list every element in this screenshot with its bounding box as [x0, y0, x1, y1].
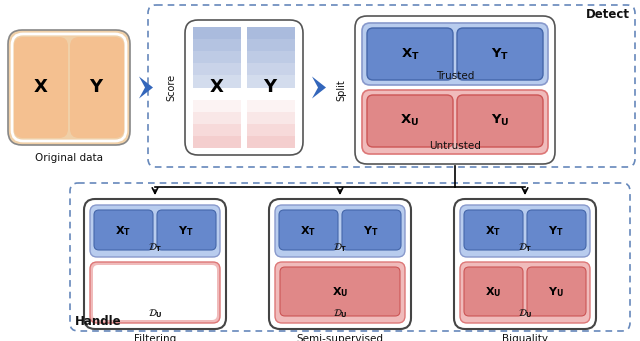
- Text: $\mathbf{Y_U}$: $\mathbf{Y_U}$: [548, 285, 564, 299]
- Bar: [193, 39, 241, 52]
- Bar: [247, 136, 295, 148]
- Text: Score: Score: [166, 74, 176, 101]
- Bar: [247, 124, 295, 136]
- FancyBboxPatch shape: [454, 199, 596, 329]
- FancyBboxPatch shape: [185, 20, 303, 155]
- Text: $\mathcal{D}_{\mathbf{U}}$: $\mathcal{D}_{\mathbf{U}}$: [518, 307, 532, 320]
- Text: Original data: Original data: [35, 153, 103, 163]
- FancyBboxPatch shape: [157, 210, 216, 250]
- Text: Handle: Handle: [75, 315, 122, 328]
- FancyBboxPatch shape: [362, 90, 548, 154]
- Bar: [193, 75, 241, 88]
- Text: Trusted: Trusted: [436, 71, 474, 81]
- Bar: [247, 51, 295, 64]
- Bar: [193, 51, 241, 64]
- Text: $\mathbf{X_T}$: $\mathbf{X_T}$: [485, 224, 501, 238]
- Text: $\mathbf{Y_T}$: $\mathbf{Y_T}$: [548, 224, 564, 238]
- FancyBboxPatch shape: [367, 95, 453, 147]
- Bar: [247, 27, 295, 40]
- Text: Untrusted: Untrusted: [429, 141, 481, 151]
- FancyBboxPatch shape: [90, 262, 220, 323]
- Text: $\mathcal{D}_{\mathbf{T}}$: $\mathcal{D}_{\mathbf{T}}$: [333, 241, 348, 254]
- Text: Detect: Detect: [586, 8, 630, 21]
- FancyBboxPatch shape: [279, 210, 338, 250]
- FancyBboxPatch shape: [93, 265, 217, 320]
- FancyBboxPatch shape: [457, 28, 543, 80]
- FancyBboxPatch shape: [527, 267, 586, 316]
- FancyBboxPatch shape: [94, 210, 153, 250]
- FancyBboxPatch shape: [460, 262, 590, 323]
- FancyBboxPatch shape: [269, 199, 411, 329]
- Text: $\mathbf{X_U}$: $\mathbf{X_U}$: [485, 285, 501, 299]
- Text: $\mathbf{Y_T}$: $\mathbf{Y_T}$: [363, 224, 379, 238]
- Bar: [247, 63, 295, 76]
- Text: $\mathcal{D}_{\mathbf{U}}$: $\mathcal{D}_{\mathbf{U}}$: [148, 307, 163, 320]
- FancyBboxPatch shape: [84, 199, 226, 329]
- Text: Semi-supervised
learning: Semi-supervised learning: [296, 334, 383, 341]
- Bar: [247, 88, 295, 100]
- Text: $\mathcal{D}_{\mathbf{T}}$: $\mathcal{D}_{\mathbf{T}}$: [148, 241, 163, 254]
- FancyBboxPatch shape: [464, 210, 523, 250]
- Text: $\mathbf{Y_U}$: $\mathbf{Y_U}$: [491, 113, 509, 128]
- FancyBboxPatch shape: [355, 16, 555, 164]
- FancyBboxPatch shape: [527, 210, 586, 250]
- Bar: [193, 100, 241, 112]
- Bar: [247, 112, 295, 124]
- FancyBboxPatch shape: [90, 205, 220, 257]
- FancyBboxPatch shape: [275, 262, 405, 323]
- FancyBboxPatch shape: [70, 37, 124, 138]
- FancyBboxPatch shape: [8, 30, 130, 145]
- FancyBboxPatch shape: [280, 267, 400, 316]
- Text: $\mathbf{X_T}$: $\mathbf{X_T}$: [115, 224, 131, 238]
- Text: $\mathcal{D}_{\mathbf{T}}$: $\mathcal{D}_{\mathbf{T}}$: [518, 241, 532, 254]
- Text: $\mathbf{Y}$: $\mathbf{Y}$: [263, 78, 278, 97]
- FancyBboxPatch shape: [342, 210, 401, 250]
- Bar: [247, 75, 295, 88]
- FancyBboxPatch shape: [464, 267, 523, 316]
- FancyBboxPatch shape: [14, 37, 68, 138]
- Bar: [193, 112, 241, 124]
- Polygon shape: [312, 76, 326, 99]
- FancyBboxPatch shape: [460, 205, 590, 257]
- Text: $\mathbf{Y}$: $\mathbf{Y}$: [90, 78, 105, 96]
- FancyBboxPatch shape: [275, 205, 405, 257]
- Text: Filtering: Filtering: [134, 334, 176, 341]
- Text: $\mathbf{Y_T}$: $\mathbf{Y_T}$: [491, 46, 509, 61]
- Text: $\mathcal{D}_{\mathbf{U}}$: $\mathcal{D}_{\mathbf{U}}$: [333, 307, 348, 320]
- FancyBboxPatch shape: [12, 34, 126, 141]
- Text: Split: Split: [336, 79, 346, 101]
- Text: $\mathbf{X_T}$: $\mathbf{X_T}$: [401, 46, 419, 61]
- Text: $\mathbf{X_U}$: $\mathbf{X_U}$: [332, 285, 348, 299]
- Bar: [193, 124, 241, 136]
- Text: $\mathbf{X}$: $\mathbf{X}$: [209, 78, 225, 97]
- FancyBboxPatch shape: [362, 23, 548, 85]
- Text: $\mathbf{X}$: $\mathbf{X}$: [33, 78, 49, 96]
- FancyBboxPatch shape: [457, 95, 543, 147]
- Polygon shape: [139, 76, 153, 99]
- Text: $\mathbf{Y_T}$: $\mathbf{Y_T}$: [178, 224, 194, 238]
- Bar: [193, 27, 241, 40]
- Text: $\mathbf{X_T}$: $\mathbf{X_T}$: [300, 224, 316, 238]
- Bar: [247, 39, 295, 52]
- FancyBboxPatch shape: [367, 28, 453, 80]
- Bar: [247, 100, 295, 112]
- Text: $\mathbf{X_U}$: $\mathbf{X_U}$: [401, 113, 419, 128]
- Text: Biquality: Biquality: [502, 334, 548, 341]
- Bar: [193, 63, 241, 76]
- Bar: [193, 88, 241, 100]
- Bar: [193, 136, 241, 148]
